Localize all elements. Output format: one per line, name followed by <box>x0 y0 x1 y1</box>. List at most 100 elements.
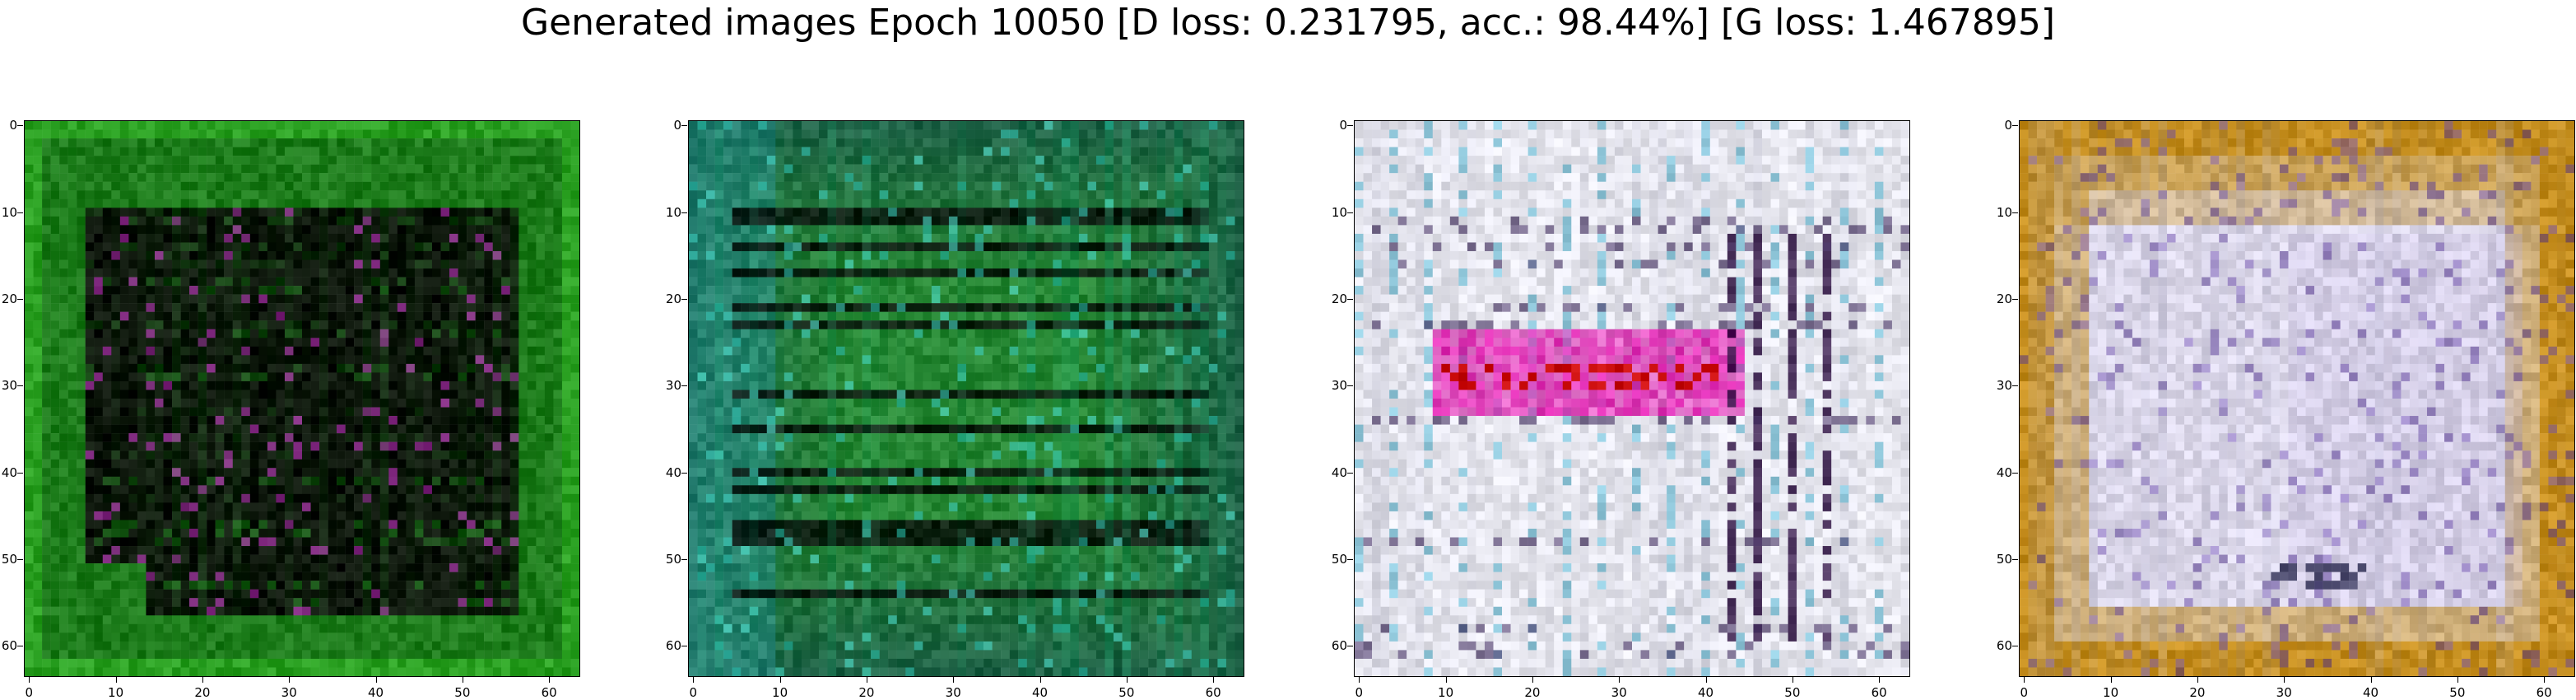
generated-image-2 <box>688 120 1244 677</box>
generated-image-3 <box>1354 120 1910 677</box>
x-tick-mark <box>1619 677 1620 683</box>
x-tick-label: 0 <box>1355 685 1364 700</box>
x-tick-mark <box>2544 677 2546 683</box>
x-tick-mark <box>1705 677 1707 683</box>
y-tick-mark <box>2012 298 2018 300</box>
y-tick-mark <box>681 385 687 387</box>
x-tick-label: 60 <box>1871 685 1887 700</box>
y-tick-mark <box>2012 385 2018 387</box>
x-tick-label: 50 <box>454 685 471 700</box>
y-tick-label: 40 <box>1331 464 1347 480</box>
y-tick-label: 60 <box>1996 638 2012 654</box>
image-panel-1: 0 0 10 10 20 20 30 30 40 40 50 50 60 60 <box>2 118 580 700</box>
x-tick-mark <box>1039 677 1041 683</box>
y-tick-label: 40 <box>665 464 681 480</box>
y-tick-label: 60 <box>1 638 17 654</box>
y-tick-label: 60 <box>1331 638 1347 654</box>
y-tick-label: 20 <box>665 291 681 306</box>
y-tick-mark <box>17 472 23 474</box>
generated-image-4-pixels <box>2020 121 2574 676</box>
x-tick-mark <box>2024 677 2025 683</box>
y-tick-label: 30 <box>1 378 17 394</box>
x-tick-mark <box>549 677 551 683</box>
x-tick-label: 0 <box>25 685 34 700</box>
generated-image-1 <box>24 120 580 677</box>
generated-image-1-pixels <box>25 121 579 676</box>
x-tick-label: 60 <box>1205 685 1221 700</box>
x-tick-label: 40 <box>1697 685 1714 700</box>
x-tick-mark <box>953 677 955 683</box>
y-tick-mark <box>1347 385 1353 387</box>
x-tick-mark <box>1532 677 1533 683</box>
x-tick-label: 40 <box>1031 685 1049 700</box>
x-tick-label: 60 <box>2536 685 2552 700</box>
y-tick-label: 30 <box>665 378 681 394</box>
y-tick-label: 50 <box>1331 551 1347 567</box>
x-tick-label: 10 <box>2103 685 2119 700</box>
image-panel-3: 0 0 10 10 20 20 30 30 40 40 50 50 60 60 <box>1332 118 1910 700</box>
x-tick-label: 0 <box>689 685 698 700</box>
x-tick-label: 50 <box>1784 685 1801 700</box>
x-tick-label: 10 <box>108 685 124 700</box>
y-tick-mark <box>681 212 687 213</box>
x-tick-label: 50 <box>2449 685 2466 700</box>
y-tick-label: 30 <box>1331 378 1347 394</box>
y-tick-label: 20 <box>1331 291 1347 306</box>
y-tick-label: 10 <box>665 204 681 220</box>
x-tick-label: 20 <box>1524 685 1541 700</box>
x-tick-label: 10 <box>772 685 788 700</box>
y-tick-mark <box>17 212 23 213</box>
x-tick-mark <box>289 677 291 683</box>
x-tick-label: 30 <box>945 685 961 700</box>
x-tick-label: 0 <box>2020 685 2029 700</box>
generated-image-4 <box>2019 120 2575 677</box>
image-panel-2: 0 0 10 10 20 20 30 30 40 40 50 50 60 60 <box>666 118 1244 700</box>
x-tick-mark <box>2110 677 2112 683</box>
y-tick-label: 60 <box>665 638 681 654</box>
y-tick-label: 40 <box>1996 464 2012 480</box>
x-tick-mark <box>2457 677 2458 683</box>
y-tick-label: 20 <box>1 291 17 306</box>
y-tick-mark <box>1347 558 1353 560</box>
y-tick-label: 50 <box>665 551 681 567</box>
x-tick-mark <box>1879 677 1881 683</box>
x-tick-label: 30 <box>2276 685 2292 700</box>
y-tick-label: 40 <box>1 464 17 480</box>
y-tick-label: 10 <box>1 204 17 220</box>
y-tick-mark <box>17 125 23 127</box>
y-tick-mark <box>2012 472 2018 474</box>
x-tick-label: 30 <box>1611 685 1627 700</box>
y-tick-mark <box>681 298 687 300</box>
y-tick-label: 0 <box>2004 118 2012 133</box>
y-tick-mark <box>17 558 23 560</box>
x-tick-label: 20 <box>194 685 211 700</box>
y-tick-mark <box>681 125 687 127</box>
x-tick-label: 20 <box>2189 685 2206 700</box>
x-tick-mark <box>693 677 695 683</box>
y-tick-label: 0 <box>1339 118 1347 133</box>
x-tick-mark <box>29 677 30 683</box>
y-tick-mark <box>17 385 23 387</box>
y-tick-mark <box>1347 472 1353 474</box>
x-tick-label: 30 <box>281 685 297 700</box>
y-tick-mark <box>1347 125 1353 127</box>
x-tick-label: 40 <box>2362 685 2379 700</box>
y-tick-mark <box>1347 298 1353 300</box>
y-tick-mark <box>681 472 687 474</box>
generated-image-2-pixels <box>689 121 1244 676</box>
figure-title: Generated images Epoch 10050 [D loss: 0.… <box>520 2 2056 44</box>
y-tick-label: 50 <box>1996 551 2012 567</box>
x-tick-mark <box>2284 677 2285 683</box>
x-tick-mark <box>115 677 117 683</box>
x-tick-label: 50 <box>1118 685 1135 700</box>
generated-image-3-pixels <box>1355 121 1909 676</box>
x-tick-mark <box>202 677 203 683</box>
y-tick-label: 0 <box>9 118 17 133</box>
x-tick-mark <box>1359 677 1360 683</box>
x-tick-label: 10 <box>1438 685 1454 700</box>
y-tick-label: 0 <box>673 118 681 133</box>
y-tick-mark <box>17 298 23 300</box>
y-tick-label: 20 <box>1996 291 2012 306</box>
y-tick-mark <box>1347 212 1353 213</box>
y-tick-mark <box>681 558 687 560</box>
